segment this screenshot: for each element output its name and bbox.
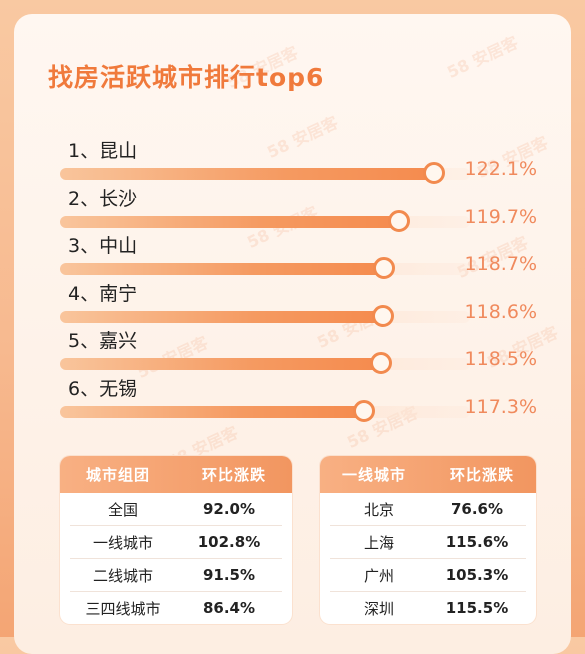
column-header-mom-change: 环比涨跌 [201,466,266,484]
bar-fill [60,168,434,180]
city-group-table: 城市组团 环比涨跌 全国 92.0% 一线城市 102.8% 二线城市 91.5% 三四线城… [60,456,292,624]
value-label: 118.5% [464,348,537,370]
value-label: 117.3% [464,395,537,418]
bar-knob [353,399,375,422]
watermark-text: 58 安居客 [444,32,521,82]
column-header-mom-change: 环比涨跌 [449,466,514,484]
bar-knob [372,304,394,327]
cell-value: 102.8% [197,533,261,551]
cell-value: 115.6% [445,533,509,551]
cell-name: 北京 [363,500,394,519]
cell-name: 上海 [363,533,394,552]
city-group-table-body: 全国 92.0% 一线城市 102.8% 二线城市 91.5% 三四线城市 86.4% [60,493,292,624]
table-row: 深圳 115.5% [330,592,526,624]
rank-label: 2、长沙 [68,187,138,210]
rank-label: 1、昆山 [68,140,138,162]
value-label: 122.1% [464,158,537,180]
bar-knob [370,352,392,374]
rank-label: 3、中山 [68,235,138,257]
table-row: 二线城市 91.5% [70,559,282,592]
value-label: 118.7% [464,253,537,275]
table-row: 广州 105.3% [330,559,526,592]
rank-label: 5、嘉兴 [68,330,138,352]
ranking-card: 58 安居客 58 安居客 58 安居客 58 安居客 58 安居客 58 安居客 58 安… [14,14,571,654]
tier1-city-table-header: 一线城市 环比涨跌 [320,456,536,493]
city-group-table-header: 城市组团 环比涨跌 [60,456,292,493]
bar-track [60,257,470,279]
bar-fill [60,358,381,370]
watermark-text: 58 安居客 [264,112,341,162]
bar-knob [373,257,395,279]
bar-track [60,209,470,232]
table-row: 上海 115.6% [330,526,526,559]
bar-fill [60,310,383,323]
bar-track [60,399,470,422]
cell-value: 76.6% [450,500,504,518]
bar-fill [60,405,364,418]
cell-name: 全国 [107,500,138,519]
table-row: 三四线城市 86.4% [70,592,282,624]
bar-fill [60,263,384,275]
rank-label: 4、南宁 [68,282,138,305]
watermark-text: 58 安居客 [132,329,211,383]
bar-knob [423,162,445,184]
bar-track [60,352,470,374]
value-label: 118.6% [464,300,537,323]
bar-knob [388,209,410,232]
bar-fill [60,215,399,228]
cell-value: 91.5% [202,566,256,584]
column-header-city-group: 城市组团 [85,466,150,484]
bar-track [60,304,470,327]
cell-value: 86.4% [202,599,256,617]
rank-label: 6、无锡 [68,377,138,400]
table-row: 一线城市 102.8% [70,526,282,559]
cell-value: 92.0% [202,500,256,518]
chart-title: 找房活跃城市排行top6 [48,63,325,92]
cell-name: 二线城市 [92,566,153,585]
cell-name: 一线城市 [92,533,153,552]
cell-value: 105.3% [445,566,509,584]
cell-name: 三四线城市 [85,599,161,618]
bar-track [60,162,470,184]
table-row: 全国 92.0% [70,493,282,526]
tier1-city-table: 一线城市 环比涨跌 北京 76.6% 上海 115.6% 广州 105.3% 深圳 115.5… [320,456,536,624]
cell-name: 广州 [363,566,394,585]
table-row: 北京 76.6% [330,493,526,526]
cell-value: 115.5% [445,599,509,617]
tier1-city-table-body: 北京 76.6% 上海 115.6% 广州 105.3% 深圳 115.5% [320,493,536,624]
column-header-tier1-city: 一线城市 [341,466,406,484]
value-label: 119.7% [464,205,537,228]
cell-name: 深圳 [363,599,394,618]
